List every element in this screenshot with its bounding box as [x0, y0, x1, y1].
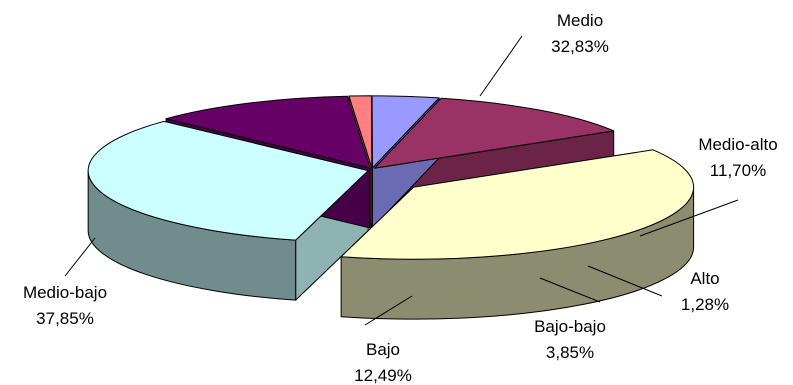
slice-medio-bajo	[340, 149, 695, 260]
slice-name: Bajo-bajo	[534, 317, 606, 336]
slice-name: Medio	[557, 11, 603, 30]
slice-value: 32,83%	[551, 37, 609, 56]
leader-line-medio-alto	[639, 199, 739, 237]
slice-label-bajo: Bajo 12,49%	[354, 340, 412, 385]
leader-line-bajo-bajo	[539, 277, 601, 303]
leader-line-medio-bajo	[64, 237, 96, 277]
slice-name: Alto	[690, 269, 719, 288]
slice-value: 37,85%	[36, 309, 94, 328]
slice-label-bajo-bajo: Bajo-bajo 3,85%	[534, 317, 606, 362]
slice-label-medio-alto: Medio-alto 11,70%	[698, 135, 777, 180]
slice-bajo-bajo	[371, 95, 440, 169]
slice-medio	[87, 120, 369, 241]
slice-labels: Medio 32,83% Medio-alto 11,70% Alto 1,28% Bajo…	[23, 11, 778, 385]
slice-label-alto: Alto 1,28%	[681, 269, 729, 314]
slice-name: Medio-bajo	[23, 283, 107, 302]
leader-line-medio	[479, 35, 523, 97]
slice-tops	[87, 95, 695, 260]
leader-line-bajo	[364, 295, 413, 326]
slice-name: Bajo	[366, 340, 400, 359]
slice-alto	[348, 95, 373, 169]
slice-value: 3,85%	[546, 343, 594, 362]
leader-line-alto	[587, 265, 663, 297]
leader-lines	[64, 35, 739, 326]
slice-bajo	[373, 97, 615, 169]
slice-label-medio-bajo: Medio-bajo 37,85%	[23, 283, 107, 328]
slice-value: 12,49%	[354, 366, 412, 385]
slice-name: Medio-alto	[698, 135, 777, 154]
slice-medio-alto	[165, 95, 371, 169]
slice-value: 1,28%	[681, 295, 729, 314]
slice-label-medio: Medio 32,83%	[551, 11, 609, 56]
slice-value: 11,70%	[710, 161, 766, 180]
